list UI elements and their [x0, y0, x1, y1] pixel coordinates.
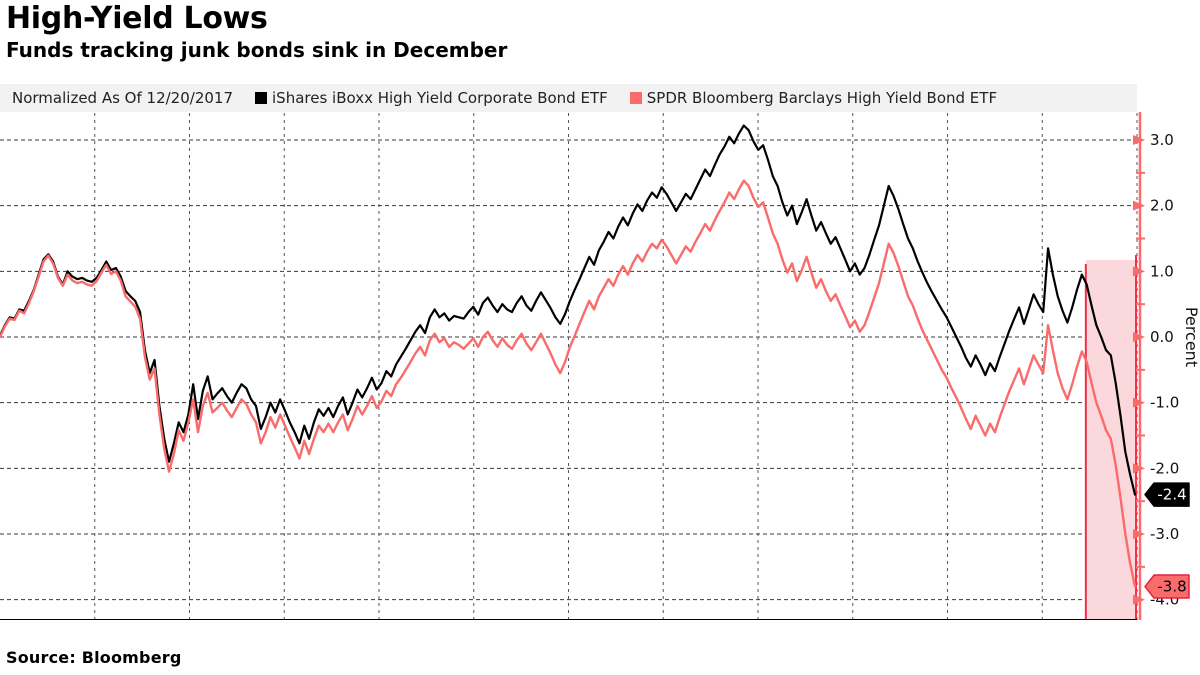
y-tick-arrow-1.0 [1133, 266, 1145, 277]
chart-canvas: 3.02.01.00.0-1.0-2.0-3.0-4.0PercentDecJa… [0, 112, 1200, 620]
y-tick-label-2.0: 2.0 [1150, 197, 1174, 215]
red-series-end-badge-text: -3.8 [1157, 578, 1186, 596]
page-title: High-Yield Lows [6, 1, 268, 36]
source-note: Source: Bloomberg [6, 648, 182, 667]
y-tick-arrow-0.0 [1133, 332, 1145, 342]
y-tick-arrow--1.0 [1133, 397, 1145, 408]
y-tick-label-1.0: 1.0 [1150, 262, 1174, 280]
legend-label-spdr: SPDR Bloomberg Barclays High Yield Bond … [646, 89, 998, 107]
square-swatch-black [255, 92, 267, 104]
y-tick-arrow--3.0 [1133, 529, 1145, 539]
y-tick-label--3.0: -3.0 [1150, 525, 1179, 543]
y-tick-arrow-2.0 [1133, 200, 1145, 211]
y-tick-arrow--2.0 [1133, 463, 1145, 474]
headline-block: High-Yield Lows Funds tracking junk bond… [6, 0, 508, 63]
series-line-ishares [0, 124, 1137, 496]
black-series-end-badge: -2.4 [1144, 482, 1190, 507]
y-tick-arrow--4.0 [1133, 594, 1145, 605]
page-subtitle: Funds tracking junk bonds sink in Decemb… [6, 38, 508, 62]
red-series-end-badge: -3.8 [1144, 574, 1190, 599]
black-series-end-badge-shape [1144, 482, 1190, 507]
square-swatch-red [629, 92, 642, 104]
red-series-end-badge-shape [1144, 574, 1190, 599]
legend-label-ishares: iShares iBoxx High Yield Corporate Bond … [272, 89, 608, 107]
y-tick-arrow-3.0 [1133, 135, 1145, 145]
series-line-spdr [0, 179, 1137, 588]
legend-item-spdr[interactable]: SPDR Bloomberg Barclays High Yield Bond … [629, 89, 998, 107]
plot-area: 3.02.01.00.0-1.0-2.0-3.0-4.0PercentDecJa… [0, 112, 1200, 620]
y-tick-label--2.0: -2.0 [1150, 459, 1179, 477]
y-tick-label-0.0: 0.0 [1150, 328, 1174, 346]
y-tick-label--1.0: -1.0 [1150, 394, 1179, 412]
black-series-end-badge-text: -2.4 [1157, 486, 1186, 504]
y-tick-label-3.0: 3.0 [1150, 131, 1174, 149]
legend-normalization-note: Normalized As Of 12/20/2017 [12, 89, 233, 107]
y-axis-title: Percent [1182, 307, 1200, 367]
legend-item-ishares[interactable]: iShares iBoxx High Yield Corporate Bond … [255, 89, 608, 107]
chart-legend: Normalized As Of 12/20/2017 iShares iBox… [0, 84, 1137, 112]
